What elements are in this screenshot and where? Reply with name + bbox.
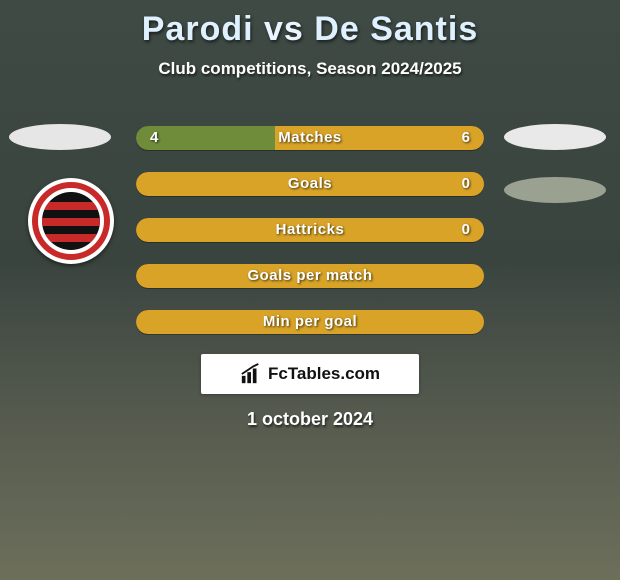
brand-icon <box>240 363 262 385</box>
page-title: Parodi vs De Santis <box>0 0 620 49</box>
stat-bar: Goals0 <box>136 172 484 196</box>
date-text: 1 october 2024 <box>0 409 620 430</box>
club-logo-inner <box>42 192 100 250</box>
stat-bar-label: Matches <box>136 126 484 150</box>
stat-bar: Hattricks0 <box>136 218 484 242</box>
stat-bar: Goals per match <box>136 264 484 288</box>
stats-card: Parodi vs De Santis Club competitions, S… <box>0 0 620 580</box>
stat-bar-label: Goals per match <box>136 264 484 288</box>
stat-bar-right-value: 0 <box>462 172 470 196</box>
stat-bars: Matches46Goals0Hattricks0Goals per match… <box>136 126 484 356</box>
vs-text: vs <box>264 10 304 48</box>
stat-bar-right-value: 6 <box>462 126 470 150</box>
stat-bar-label: Hattricks <box>136 218 484 242</box>
stat-bar: Min per goal <box>136 310 484 334</box>
stat-bar-label: Goals <box>136 172 484 196</box>
player2-name: De Santis <box>314 10 478 48</box>
player1-name: Parodi <box>142 10 254 48</box>
brand-text: FcTables.com <box>268 364 380 384</box>
subtitle: Club competitions, Season 2024/2025 <box>0 59 620 79</box>
brand-box: FcTables.com <box>201 354 419 394</box>
decor-ellipse-top-right <box>504 124 606 150</box>
stat-bar-right-value: 0 <box>462 218 470 242</box>
decor-ellipse-top-left <box>9 124 111 150</box>
decor-ellipse-right-2 <box>504 177 606 203</box>
stat-bar-label: Min per goal <box>136 310 484 334</box>
stat-bar-left-value: 4 <box>150 126 158 150</box>
club-logo-ring <box>32 182 110 260</box>
stat-bar: Matches4 6 <box>136 126 484 150</box>
club-logo <box>28 178 114 264</box>
